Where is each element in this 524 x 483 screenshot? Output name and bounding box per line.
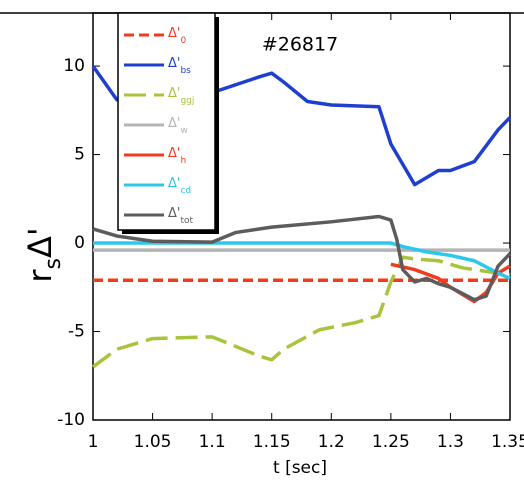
- x-tick-label: 1.05: [134, 432, 172, 452]
- legend-subscript: w: [180, 126, 187, 136]
- x-tick-label: 1.25: [372, 432, 410, 452]
- series-line: [93, 241, 511, 281]
- legend-name: Δ': [168, 86, 180, 101]
- legend-label: Δ'cd: [168, 176, 191, 196]
- y-tick-label: 0: [74, 233, 85, 253]
- y-label-suffix: Δ': [21, 227, 59, 258]
- series-line: [91, 255, 511, 369]
- legend-name: Δ': [168, 146, 180, 161]
- x-tick-label: 1.1: [199, 432, 226, 452]
- legend-label: Δ'h: [168, 146, 186, 166]
- y-axis-label: rsΔ': [21, 227, 66, 282]
- legend-subscript: tot: [180, 216, 193, 226]
- y-tick-label: -10: [57, 410, 85, 430]
- x-tick-label: 1: [88, 432, 99, 452]
- legend-label: Δ'0: [168, 26, 186, 46]
- legend-label: Δ'w: [168, 116, 188, 136]
- y-tick-label: 10: [63, 56, 85, 76]
- legend-name: Δ': [168, 56, 180, 71]
- legend-subscript: h: [180, 156, 186, 166]
- legend-name: Δ': [168, 116, 180, 131]
- legend-name: Δ': [168, 26, 180, 41]
- legend-subscript: ggj: [180, 96, 194, 106]
- x-tick-label: 1.3: [437, 432, 464, 452]
- x-tick-label: 1.15: [253, 432, 291, 452]
- x-tick-label: 1.2: [318, 432, 345, 452]
- legend-label: Δ'ggj: [168, 86, 194, 106]
- x-axis-label: t [sec]: [273, 458, 327, 478]
- y-label-main: r: [21, 269, 59, 283]
- legend-subscript: cd: [180, 186, 191, 196]
- chart-title: #26817: [262, 34, 338, 56]
- plot-frame: [92, 12, 511, 421]
- x-tick-label: 1.35: [491, 432, 524, 452]
- legend-label: Δ'tot: [168, 206, 194, 226]
- legend-label: Δ'bs: [168, 56, 191, 76]
- legend-name: Δ': [168, 176, 180, 191]
- legend: [117, 12, 216, 231]
- legend-subscript: bs: [180, 66, 191, 76]
- y-tick-label: 5: [74, 145, 85, 165]
- series-line: [92, 214, 512, 302]
- legend-name: Δ': [168, 206, 180, 221]
- legend-subscript: 0: [180, 36, 186, 46]
- y-tick-label: -5: [68, 322, 85, 342]
- y-label-sub: s: [41, 258, 66, 269]
